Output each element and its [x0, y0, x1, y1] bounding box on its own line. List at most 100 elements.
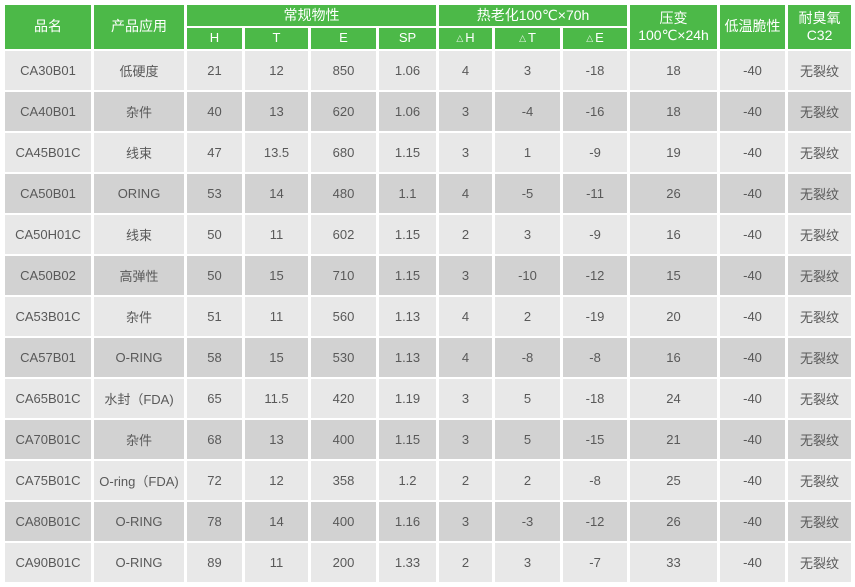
header-ozone-line1: 耐臭氧	[798, 9, 841, 26]
cell-t: 15	[245, 256, 308, 295]
cell-ozone: 无裂纹	[788, 174, 852, 213]
cell-application: 高弹性	[94, 256, 184, 295]
cell-delta-h: 3	[439, 133, 492, 172]
header-application: 产品应用	[94, 5, 184, 49]
product-spec-table: 品名 产品应用 常规物性 热老化100℃×70h 压变 100℃×24h 低温脆…	[2, 3, 854, 584]
table-row: CA40B01 杂件 40 13 620 1.06 3 -4 -16 18 -40 无裂纹	[5, 92, 852, 131]
cell-delta-h: 2	[439, 461, 492, 500]
cell-low-temp: -40	[720, 51, 786, 90]
cell-compression: 25	[630, 461, 718, 500]
cell-delta-e: -19	[563, 297, 628, 336]
cell-delta-e: -7	[563, 543, 628, 582]
cell-delta-h: 3	[439, 256, 492, 295]
cell-product-name: CA45B01C	[5, 133, 91, 172]
header-compression-line1: 压变	[659, 9, 688, 26]
table-row: CA30B01 低硬度 21 12 850 1.06 4 3 -18 18 -40 无裂纹	[5, 51, 852, 90]
cell-ozone: 无裂纹	[788, 297, 852, 336]
cell-compression: 26	[630, 174, 718, 213]
cell-h: 72	[187, 461, 242, 500]
cell-application: 线束	[94, 133, 184, 172]
header-ozone-line2: C32	[806, 27, 833, 43]
cell-application: O-RING	[94, 338, 184, 377]
cell-delta-t: 5	[495, 379, 560, 418]
cell-e: 680	[311, 133, 376, 172]
cell-ozone: 无裂纹	[788, 379, 852, 418]
cell-compression: 21	[630, 420, 718, 459]
cell-h: 51	[187, 297, 242, 336]
cell-delta-e: -18	[563, 379, 628, 418]
cell-delta-h: 4	[439, 51, 492, 90]
header-physical-group: 常规物性	[187, 5, 436, 26]
cell-e: 358	[311, 461, 376, 500]
cell-low-temp: -40	[720, 256, 786, 295]
cell-ozone: 无裂纹	[788, 420, 852, 459]
header-row-groups: 品名 产品应用 常规物性 热老化100℃×70h 压变 100℃×24h 低温脆…	[5, 5, 852, 49]
cell-ozone: 无裂纹	[788, 502, 852, 541]
cell-low-temp: -40	[720, 543, 786, 582]
cell-low-temp: -40	[720, 461, 786, 500]
cell-low-temp: -40	[720, 338, 786, 377]
cell-delta-h: 2	[439, 215, 492, 254]
cell-product-name: CA70B01C	[5, 420, 91, 459]
cell-low-temp: -40	[720, 174, 786, 213]
cell-application: 线束	[94, 215, 184, 254]
cell-application: O-RING	[94, 502, 184, 541]
cell-product-name: CA75B01C	[5, 461, 91, 500]
cell-t: 11	[245, 215, 308, 254]
cell-product-name: CA57B01	[5, 338, 91, 377]
header-delta-h-label: H	[465, 30, 475, 46]
cell-delta-h: 3	[439, 379, 492, 418]
cell-product-name: CA50H01C	[5, 215, 91, 254]
cell-compression: 19	[630, 133, 718, 172]
cell-e: 400	[311, 420, 376, 459]
cell-delta-e: -12	[563, 256, 628, 295]
table-row: CA80B01C O-RING 78 14 400 1.16 3 -3 -12 26 -40 无裂纹	[5, 502, 852, 541]
cell-delta-h: 2	[439, 543, 492, 582]
cell-delta-h: 3	[439, 420, 492, 459]
cell-sp: 1.15	[379, 215, 436, 254]
cell-ozone: 无裂纹	[788, 543, 852, 582]
cell-delta-t: 1	[495, 133, 560, 172]
delta-symbol: △	[456, 33, 464, 44]
cell-sp: 1.13	[379, 297, 436, 336]
cell-delta-e: -8	[563, 461, 628, 500]
cell-compression: 24	[630, 379, 718, 418]
cell-t: 13	[245, 92, 308, 131]
cell-h: 21	[187, 51, 242, 90]
cell-h: 78	[187, 502, 242, 541]
cell-delta-h: 3	[439, 92, 492, 131]
header-product-name: 品名	[5, 5, 91, 49]
cell-t: 13	[245, 420, 308, 459]
cell-ozone: 无裂纹	[788, 51, 852, 90]
cell-compression: 33	[630, 543, 718, 582]
cell-delta-t: 5	[495, 420, 560, 459]
header-row-subcols: H T E SP △ H △ T △ E	[5, 28, 851, 49]
cell-delta-h: 4	[439, 297, 492, 336]
cell-application: 低硬度	[94, 51, 184, 90]
cell-sp: 1.19	[379, 379, 436, 418]
cell-application: 杂件	[94, 420, 184, 459]
cell-e: 620	[311, 92, 376, 131]
header-h: H	[187, 28, 242, 49]
cell-e: 560	[311, 297, 376, 336]
cell-delta-e: -11	[563, 174, 628, 213]
header-sp: SP	[379, 28, 436, 49]
cell-compression: 26	[630, 502, 718, 541]
cell-t: 13.5	[245, 133, 308, 172]
header-compression: 压变 100℃×24h	[630, 5, 718, 49]
cell-e: 400	[311, 502, 376, 541]
cell-low-temp: -40	[720, 420, 786, 459]
table-row: CA75B01C O-ring（FDA) 72 12 358 1.2 2 2 -8 25 -40 无裂…	[5, 461, 852, 500]
cell-t: 11	[245, 543, 308, 582]
cell-low-temp: -40	[720, 297, 786, 336]
cell-delta-t: 2	[495, 297, 560, 336]
cell-sp: 1.06	[379, 51, 436, 90]
table-row: CA50B01 ORING 53 14 480 1.1 4 -5 -11 26 -40 无裂纹	[5, 174, 852, 213]
cell-delta-e: -8	[563, 338, 628, 377]
cell-delta-e: -16	[563, 92, 628, 131]
cell-delta-t: -4	[495, 92, 560, 131]
cell-application: O-RING	[94, 543, 184, 582]
cell-compression: 16	[630, 215, 718, 254]
table-row: CA65B01C 水封（FDA) 65 11.5 420 1.19 3 5 -18 24 -40 无裂…	[5, 379, 852, 418]
